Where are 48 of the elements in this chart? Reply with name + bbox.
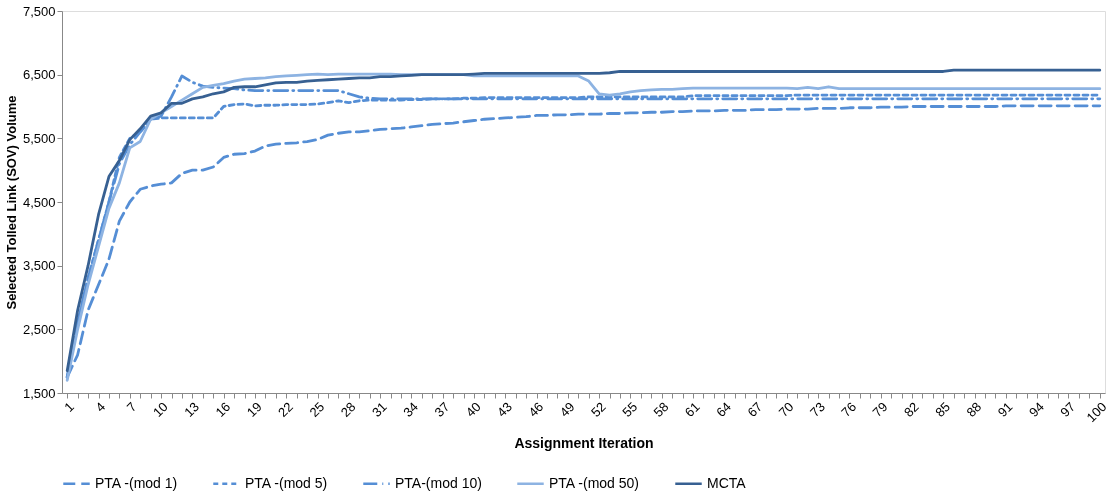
x-tick-label: 37 <box>431 399 453 420</box>
y-tick-label: 7,500 <box>22 3 56 19</box>
x-tick-label: 49 <box>556 399 578 420</box>
x-tick-label: 97 <box>1057 399 1079 420</box>
x-tick-label: 10 <box>149 399 171 420</box>
legend-label: MCTA <box>707 474 747 491</box>
x-tick-label: 55 <box>619 399 641 420</box>
x-tick-label: 79 <box>869 399 891 420</box>
x-tick-label: 28 <box>337 399 359 420</box>
x-tick-label: 34 <box>400 399 422 420</box>
x-tick-label: 31 <box>368 399 390 420</box>
y-tick-label: 1,500 <box>22 385 56 401</box>
x-tick-label: 73 <box>807 399 828 420</box>
x-tick-label: 16 <box>212 399 234 420</box>
x-tick-label: 13 <box>181 399 203 420</box>
x-tick-label: 70 <box>775 399 797 420</box>
x-tick-label: 22 <box>275 399 296 420</box>
x-tick-label: 1 <box>61 399 77 415</box>
x-tick-label: 85 <box>932 399 954 420</box>
x-axis-title: Assignment Iteration <box>514 435 654 452</box>
legend-label: PTA-(mod 10) <box>395 474 482 491</box>
x-tick-label: 91 <box>994 399 1016 420</box>
y-tick-label: 6,500 <box>22 67 56 83</box>
y-tick-label: 5,500 <box>22 130 56 146</box>
x-tick-label: 19 <box>243 399 265 420</box>
x-tick-label: 25 <box>306 399 328 420</box>
x-tick-label: 46 <box>525 399 547 420</box>
x-tick-label: 82 <box>900 399 922 420</box>
x-tick-label: 100 <box>1083 399 1110 426</box>
x-tick-label: 88 <box>963 399 985 420</box>
legend-label: PTA -(mod 1) <box>95 474 178 491</box>
legend-label: PTA -(mod 50) <box>549 474 639 491</box>
x-tick-label: 52 <box>588 399 609 420</box>
x-tick-label: 7 <box>123 399 140 415</box>
x-tick-label: 64 <box>713 399 734 420</box>
legend-label: PTA -(mod 5) <box>245 474 328 491</box>
x-tick-label: 67 <box>744 399 766 420</box>
y-axis-title: Selected Tolled Link (SOV) Volume <box>3 95 19 310</box>
x-tick-label: 40 <box>462 399 484 420</box>
x-tick-label: 76 <box>838 399 860 420</box>
x-tick-label: 43 <box>494 399 515 420</box>
y-tick-label: 4,500 <box>22 194 56 210</box>
x-tick-label: 4 <box>92 399 109 415</box>
x-tick-label: 61 <box>681 399 703 420</box>
y-tick-label: 2,500 <box>22 321 56 337</box>
y-tick-label: 3,500 <box>22 258 56 274</box>
x-tick-label: 58 <box>650 399 672 420</box>
x-tick-label: 94 <box>1026 399 1047 420</box>
